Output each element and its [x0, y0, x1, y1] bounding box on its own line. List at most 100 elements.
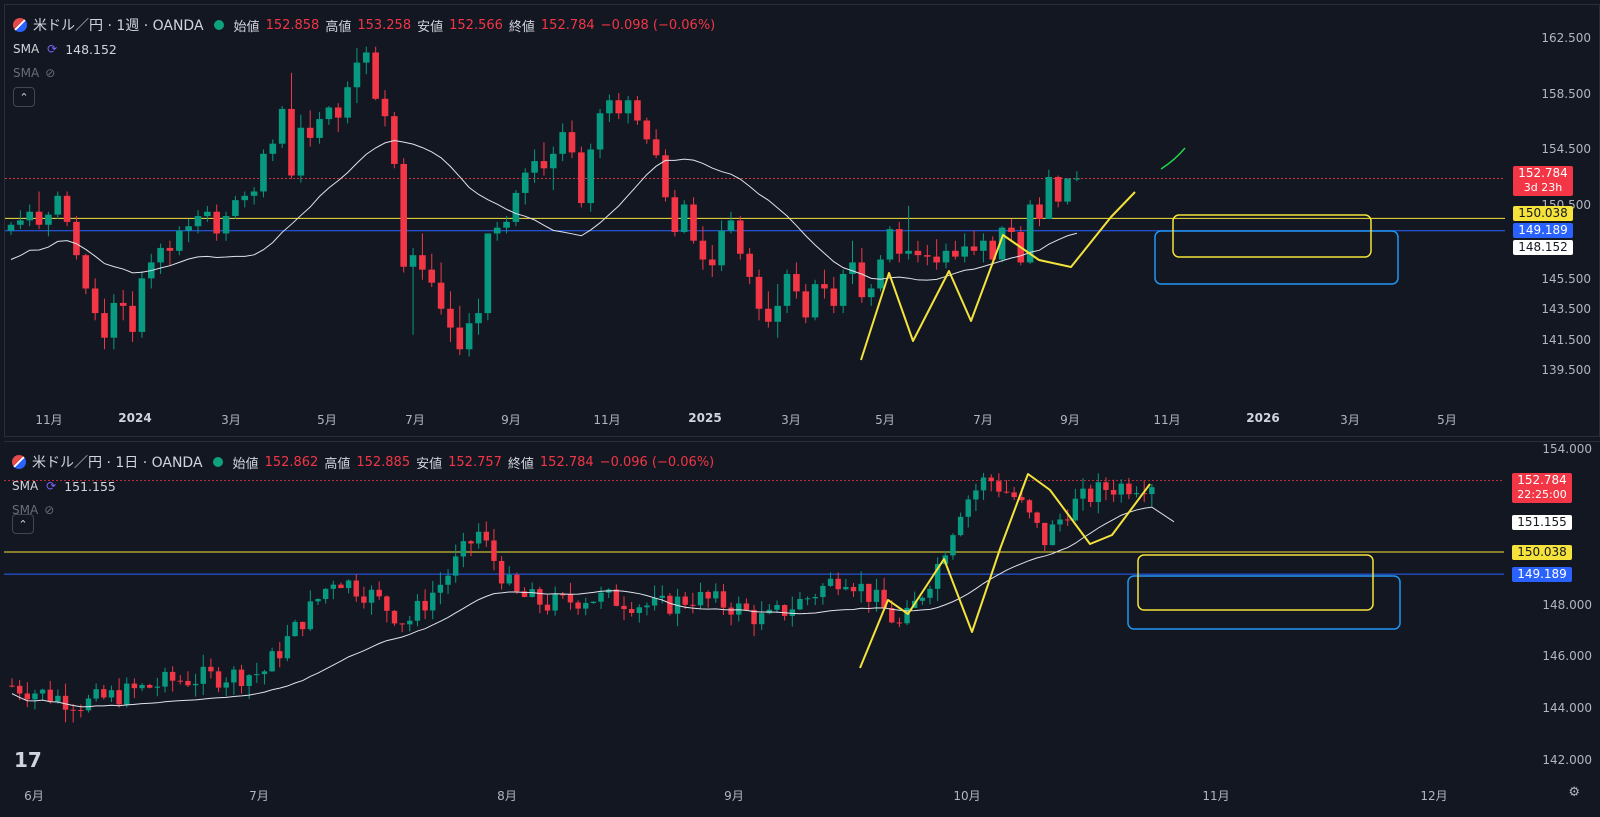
candle — [353, 48, 361, 104]
candle — [1045, 169, 1053, 219]
candle — [1149, 484, 1155, 507]
candle — [998, 226, 1006, 263]
candle — [194, 210, 202, 234]
candle — [93, 683, 99, 702]
x-tick-label: 7月 — [973, 413, 993, 427]
candle — [483, 521, 489, 548]
sma-value: 151.155 — [64, 478, 116, 494]
x-tick-label: 12月 — [1420, 789, 1448, 803]
candle — [1036, 197, 1043, 227]
candle — [399, 623, 405, 633]
candle — [1080, 478, 1086, 511]
candle — [176, 226, 183, 256]
open-value: 152.862 — [264, 454, 319, 470]
candle — [192, 673, 199, 697]
candle — [802, 284, 810, 324]
candle — [961, 233, 968, 263]
candle — [867, 284, 875, 306]
candle — [1087, 484, 1094, 508]
open-value: 152.858 — [265, 17, 320, 33]
candle — [849, 240, 856, 285]
yellow-zone-box[interactable] — [1172, 214, 1372, 258]
daily-legend: 米ドル／円 · 1日 · OANDA 始値 152.862 高値 152.885 安… — [12, 450, 714, 522]
candle — [468, 540, 474, 557]
candle — [414, 594, 421, 627]
eye-hidden-icon[interactable]: ⊘ — [45, 66, 56, 80]
collapse-legend-button[interactable]: ⌃ — [12, 514, 34, 534]
candle — [297, 114, 305, 183]
candle — [17, 210, 24, 230]
candle — [755, 269, 763, 321]
candle — [54, 191, 62, 219]
candle — [447, 291, 454, 343]
candle — [596, 108, 604, 159]
sma-value: 148.152 — [65, 41, 117, 57]
candle — [129, 291, 136, 343]
candle — [35, 191, 43, 230]
daily-ohlc-row: 米ドル／円 · 1日 · OANDA 始値 152.862 高値 152.885 安… — [12, 450, 714, 474]
candle — [1133, 486, 1140, 498]
candle — [437, 572, 444, 605]
daily-sma1-row[interactable]: SMA ⟳ 151.155 — [12, 474, 714, 498]
candle — [927, 585, 933, 605]
candle — [1057, 513, 1063, 532]
daily-yellow-line-tag: 150.038 — [1512, 545, 1572, 560]
weekly-sma2-row[interactable]: SMA ⊘ — [13, 61, 715, 85]
x-tick-label: 8月 — [497, 789, 517, 803]
y-tick-label: 139.500 — [1541, 363, 1591, 377]
green-projection-drawing[interactable] — [1160, 147, 1186, 170]
sync-icon[interactable]: ⟳ — [46, 479, 57, 493]
candle — [858, 571, 864, 603]
weekly-chart-pane[interactable]: 米ドル／円 · 1週 · OANDA 始値 152.858 高値 153.258 安… — [4, 4, 1600, 437]
candle — [353, 574, 359, 602]
eye-hidden-icon[interactable]: ⊘ — [44, 503, 55, 517]
x-tick-label: 10月 — [953, 789, 981, 803]
candle — [988, 474, 994, 492]
candle — [238, 664, 245, 694]
blue-zone-box[interactable] — [1154, 230, 1399, 285]
sync-icon[interactable]: ⟳ — [47, 42, 58, 56]
x-tick-label: 3月 — [781, 413, 801, 427]
candle — [858, 247, 866, 303]
high-value: 152.885 — [356, 454, 411, 470]
tradingview-logo[interactable]: 17 — [14, 748, 42, 772]
candle — [567, 582, 574, 610]
candle — [363, 46, 370, 75]
collapse-legend-button[interactable]: ⌃ — [13, 87, 35, 107]
weekly-candlestick-chart[interactable] — [5, 5, 1600, 437]
candle — [671, 190, 679, 237]
yellow-zigzag-drawing[interactable] — [859, 473, 1151, 669]
daily-candlestick-chart[interactable] — [4, 442, 1600, 817]
candle — [1008, 218, 1015, 241]
weekly-blue-line-tag: 149.189 — [1513, 223, 1573, 238]
daily-sma2-row[interactable]: SMA ⊘ — [12, 498, 714, 522]
candle — [232, 195, 239, 219]
candle — [63, 191, 71, 227]
daily-chart-pane[interactable]: 米ドル／円 · 1日 · OANDA 始値 152.862 高値 152.885 安… — [4, 441, 1600, 817]
market-status-icon — [212, 457, 223, 467]
candle — [460, 532, 467, 568]
daily-blue-line-tag: 149.189 — [1512, 567, 1572, 582]
y-tick-label: 146.000 — [1542, 649, 1592, 663]
candle — [820, 583, 826, 605]
gear-icon[interactable]: ⚙ — [1568, 785, 1580, 800]
candle — [269, 139, 277, 162]
weekly-symbol-title[interactable]: 米ドル／円 · 1週 · OANDA — [33, 18, 204, 34]
candle — [873, 578, 880, 612]
yellow-zigzag-drawing[interactable] — [860, 191, 1136, 361]
daily-symbol-title[interactable]: 米ドル／円 · 1日 · OANDA — [32, 455, 203, 471]
candle — [821, 269, 828, 299]
candle — [980, 472, 987, 501]
weekly-sma1-row[interactable]: SMA ⟳ 148.152 — [13, 37, 715, 61]
weekly-sma-tag: 148.152 — [1513, 240, 1573, 255]
candle — [970, 230, 978, 256]
candle — [850, 583, 857, 597]
candle — [82, 253, 90, 295]
candle — [241, 191, 249, 208]
candle — [110, 294, 118, 350]
candle — [783, 269, 791, 314]
yellow-zone-box[interactable] — [1137, 554, 1374, 611]
market-status-icon — [213, 20, 224, 30]
sma-label: SMA — [13, 42, 40, 56]
blue-zone-box[interactable] — [1127, 575, 1401, 630]
